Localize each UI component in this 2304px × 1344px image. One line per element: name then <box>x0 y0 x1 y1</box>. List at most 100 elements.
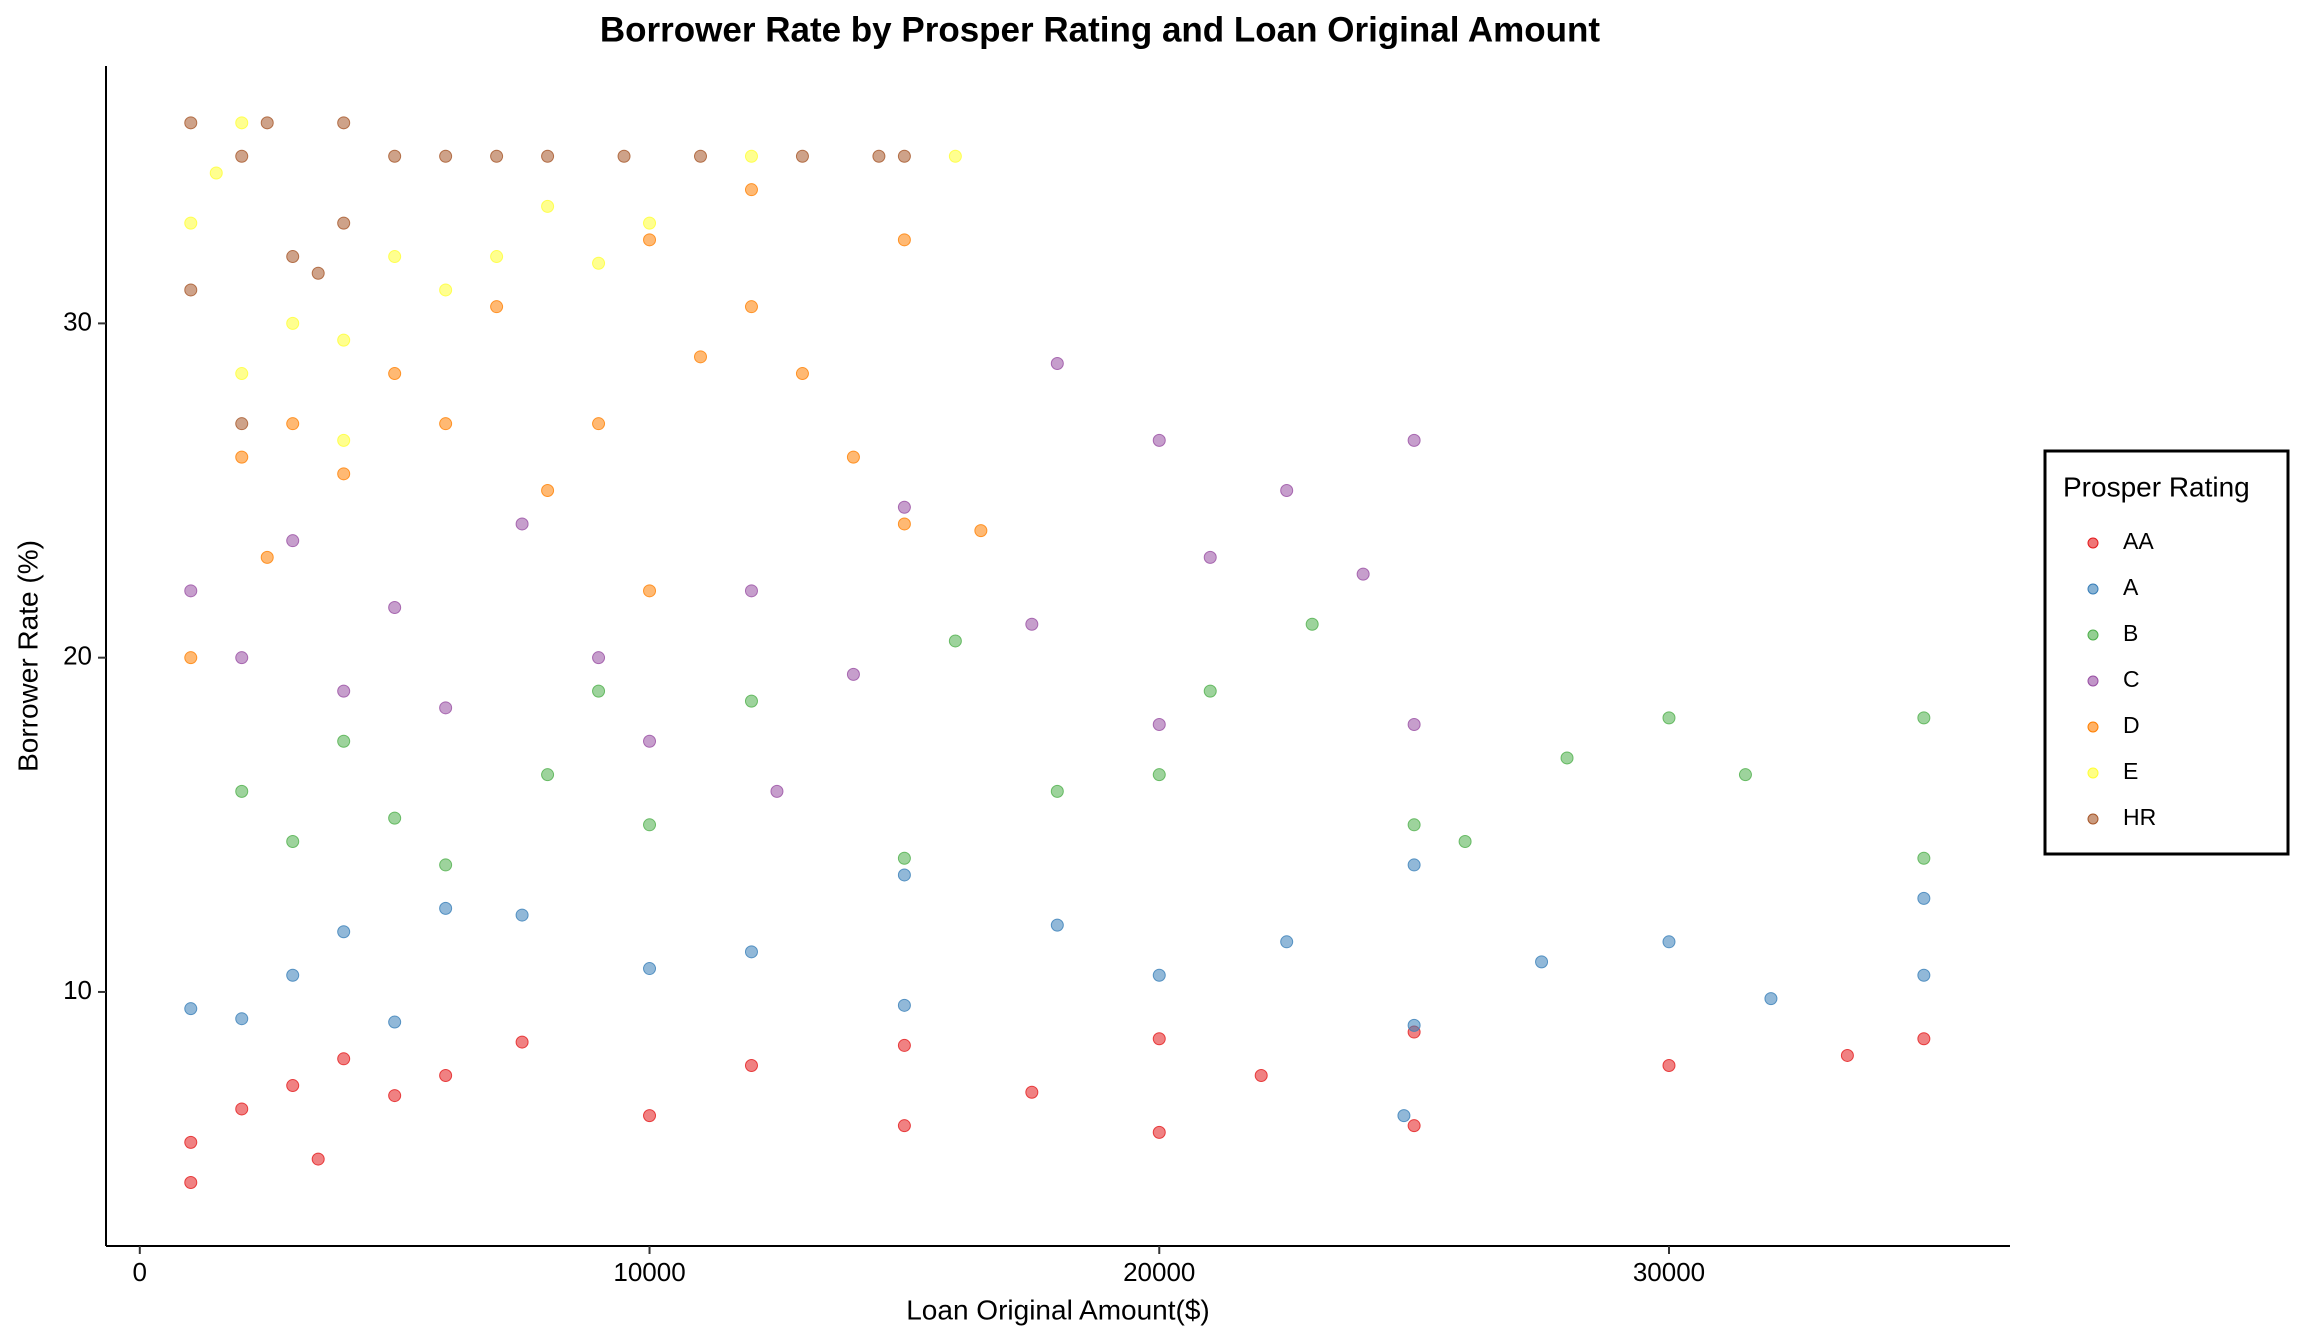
point <box>897 851 911 865</box>
point <box>1254 1069 1268 1083</box>
point <box>846 667 860 681</box>
point <box>770 784 784 798</box>
point <box>184 283 198 297</box>
point <box>795 149 809 163</box>
point <box>592 417 606 431</box>
point <box>1560 751 1574 765</box>
legend-label: E <box>2123 758 2138 784</box>
point <box>439 1069 453 1083</box>
point <box>1407 718 1421 732</box>
point <box>490 250 504 264</box>
point <box>897 500 911 514</box>
point <box>286 1079 300 1093</box>
point <box>337 925 351 939</box>
legend-label: C <box>2123 666 2140 692</box>
point <box>1917 891 1931 905</box>
point <box>1025 1085 1039 1099</box>
point <box>1280 935 1294 949</box>
point <box>1152 768 1166 782</box>
y-tick-label: 20 <box>63 641 92 671</box>
point <box>184 1002 198 1016</box>
point <box>439 149 453 163</box>
legend-marker <box>2087 537 2099 549</box>
point <box>337 433 351 447</box>
point <box>311 266 325 280</box>
point <box>184 584 198 598</box>
point <box>439 417 453 431</box>
point <box>515 1035 529 1049</box>
legend-marker <box>2087 675 2099 687</box>
point <box>948 634 962 648</box>
point <box>1407 433 1421 447</box>
point <box>974 524 988 538</box>
point <box>1025 617 1039 631</box>
point <box>388 367 402 381</box>
point <box>846 450 860 464</box>
point <box>1407 818 1421 832</box>
point <box>897 868 911 882</box>
point <box>897 233 911 247</box>
point <box>795 367 809 381</box>
legend-marker <box>2087 629 2099 641</box>
point <box>235 1102 249 1116</box>
point <box>1764 992 1778 1006</box>
point <box>1458 835 1472 849</box>
point <box>897 149 911 163</box>
point <box>388 811 402 825</box>
point <box>643 734 657 748</box>
point <box>1356 567 1370 581</box>
point <box>490 300 504 314</box>
point <box>744 300 758 314</box>
point <box>693 350 707 364</box>
point <box>541 199 555 213</box>
point <box>184 116 198 130</box>
point <box>235 116 249 130</box>
legend-label: B <box>2123 620 2138 646</box>
x-axis-label: Loan Original Amount($) <box>906 1294 1210 1325</box>
point <box>439 901 453 915</box>
y-axis-label: Borrower Rate (%) <box>12 540 43 772</box>
point <box>592 684 606 698</box>
point <box>490 149 504 163</box>
legend-label: A <box>2123 574 2139 600</box>
x-tick-label: 30000 <box>1633 1257 1705 1287</box>
point <box>1050 784 1064 798</box>
point <box>286 316 300 330</box>
legend-label: AA <box>2123 528 2154 554</box>
point <box>1662 1058 1676 1072</box>
point <box>337 734 351 748</box>
point <box>515 908 529 922</box>
point <box>286 968 300 982</box>
point <box>286 534 300 548</box>
point <box>1662 935 1676 949</box>
point <box>1840 1048 1854 1062</box>
legend-marker <box>2087 583 2099 595</box>
point <box>388 250 402 264</box>
point <box>184 1135 198 1149</box>
point <box>1152 433 1166 447</box>
point <box>439 701 453 715</box>
point <box>1152 968 1166 982</box>
point <box>897 998 911 1012</box>
point <box>541 768 555 782</box>
point <box>1535 955 1549 969</box>
point <box>235 651 249 665</box>
x-tick-label: 10000 <box>613 1257 685 1287</box>
point <box>337 216 351 230</box>
point <box>897 1119 911 1133</box>
x-tick-label: 0 <box>133 1257 147 1287</box>
point <box>311 1152 325 1166</box>
point <box>541 149 555 163</box>
point <box>1280 484 1294 498</box>
point <box>693 149 707 163</box>
legend-label: HR <box>2123 804 2156 830</box>
point <box>1407 858 1421 872</box>
point <box>744 945 758 959</box>
point <box>235 1012 249 1026</box>
point <box>1152 1125 1166 1139</box>
point <box>235 784 249 798</box>
point <box>388 601 402 615</box>
point <box>744 149 758 163</box>
x-tick-label: 20000 <box>1123 1257 1195 1287</box>
